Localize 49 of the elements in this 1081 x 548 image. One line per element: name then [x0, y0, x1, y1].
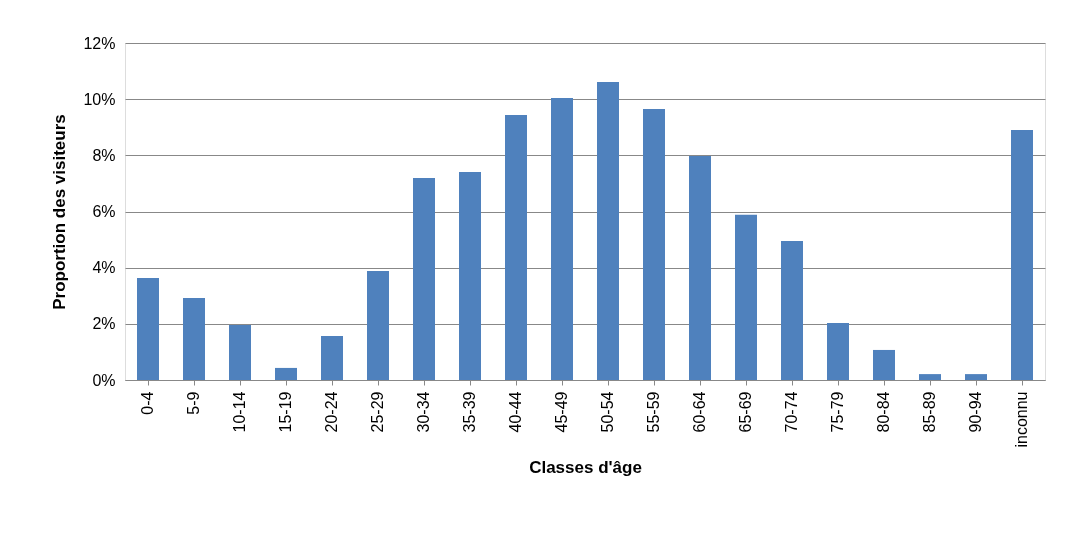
x-tick-label: 35-39: [461, 391, 478, 433]
bar: [919, 374, 941, 380]
x-tick-label: 60-64: [691, 391, 708, 433]
bar: [597, 82, 619, 380]
x-tick-label: 55-59: [645, 391, 662, 433]
x-tick-label: 75-79: [829, 391, 846, 433]
bar: [781, 240, 803, 380]
x-tick-label: 90-94: [967, 391, 984, 433]
x-tick-label: 20-24: [323, 391, 340, 433]
x-tick-label: 40-44: [507, 391, 524, 433]
x-tick-label: 65-69: [737, 391, 754, 433]
x-tick-label: 15-19: [277, 391, 294, 433]
y-tick-label: 12%: [83, 34, 116, 52]
bar: [459, 171, 481, 380]
x-tick-label: 50-54: [599, 391, 616, 433]
bar: [965, 374, 987, 380]
x-tick-label: 70-74: [783, 391, 800, 433]
bar: [643, 109, 665, 380]
x-tick-label: 10-14: [231, 391, 248, 433]
x-tick-label: 45-49: [553, 391, 570, 433]
bar: [275, 367, 297, 380]
bar: [321, 335, 343, 380]
bar: [183, 298, 205, 380]
bar: [551, 98, 573, 380]
x-tick-label: inconnu: [1013, 391, 1030, 448]
bar: [689, 155, 711, 380]
bar: [873, 349, 895, 380]
x-axis-title: Classes d'âge: [529, 457, 642, 477]
bar: [229, 324, 251, 380]
x-tick-label: 85-89: [921, 391, 938, 433]
bar: [367, 271, 389, 380]
x-tick-label: 25-29: [369, 391, 386, 433]
x-tick-label: 80-84: [875, 391, 892, 433]
x-tick-label: 0-4: [139, 391, 156, 415]
y-tick-label: 2%: [92, 315, 116, 333]
y-tick-label: 6%: [92, 203, 116, 220]
bar: [827, 322, 849, 380]
bar: [413, 178, 435, 380]
bar: [1011, 130, 1033, 380]
y-tick-label: 0%: [92, 371, 116, 389]
bar: [505, 114, 527, 380]
x-tick-label: 30-34: [415, 391, 432, 433]
bar: [137, 278, 159, 380]
y-tick-label: 10%: [83, 90, 116, 108]
y-axis-title: Proportion des visiteurs: [50, 114, 70, 310]
bar: [735, 214, 757, 380]
y-tick-label: 4%: [92, 259, 116, 277]
x-tick-label: 5-9: [185, 391, 202, 415]
y-tick-label: 8%: [92, 146, 116, 164]
